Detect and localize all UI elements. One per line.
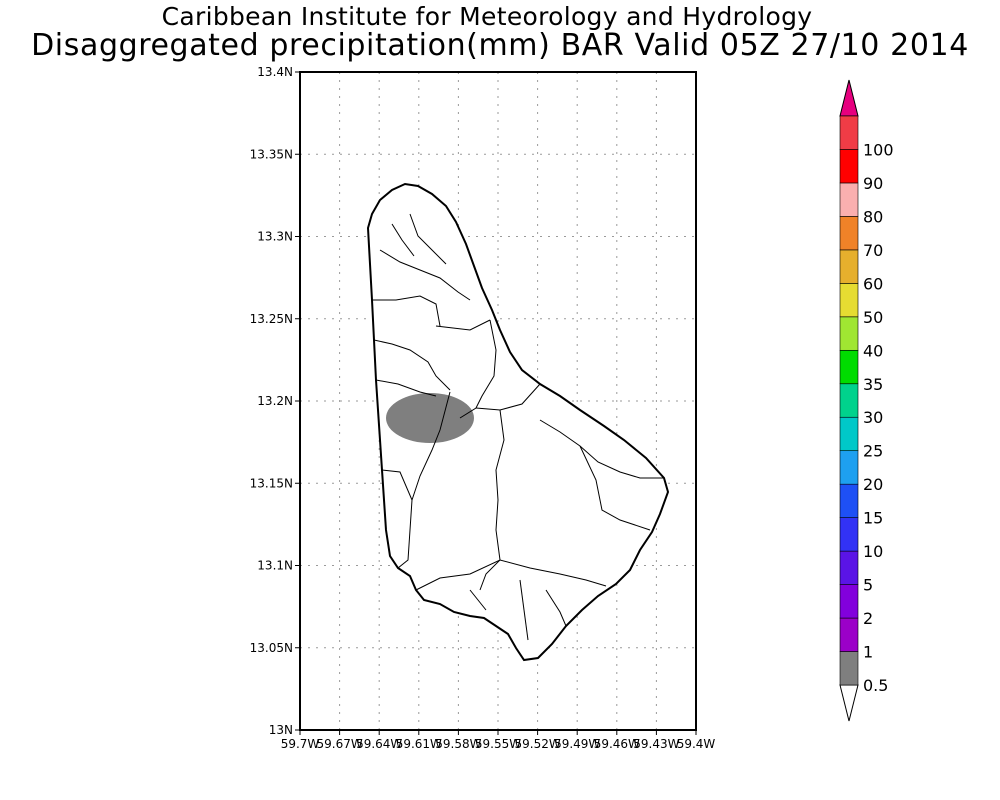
colorbar-segment [839, 249, 859, 284]
lat-tick-label: 13.3N [257, 230, 293, 244]
colorbar-label: 50 [863, 308, 883, 327]
title-institute: Caribbean Institute for Meteorology and … [161, 2, 813, 31]
colorbar-segment [839, 349, 859, 385]
lat-tick-label: 13.4N [257, 65, 293, 79]
lon-tick-label: 59.43W [633, 737, 679, 751]
colorbar-segment [839, 517, 859, 552]
lon-tick-label: 59.49W [554, 737, 600, 751]
lon-tick-label: 59.55W [475, 737, 521, 751]
colorbar-label: 20 [863, 475, 883, 494]
axes: 13N 13.05N 13.1N 13.15N 13.2N 13.25N 13.3N 13.3… [250, 65, 716, 751]
colorbar-label: 80 [863, 207, 883, 226]
barbados-coastline [366, 182, 670, 662]
colorbar-label: 2 [863, 609, 873, 628]
lon-tick-label: 59.7W [281, 737, 320, 751]
lat-tick-label: 13.15N [250, 476, 293, 490]
colorbar-label: 1 [863, 643, 873, 662]
colorbar-label: 30 [863, 408, 883, 427]
colorbar-label: 70 [863, 241, 883, 260]
precip-area-0.5-1mm [386, 393, 474, 443]
lat-tick-label: 13.25N [250, 312, 293, 326]
lon-tick-label: 59.52W [514, 737, 560, 751]
colorbar-segment [839, 483, 859, 518]
lat-tick-label: 13.35N [250, 147, 293, 161]
colorbar-label: 25 [863, 442, 883, 461]
lon-tick-label: 59.67W [316, 737, 362, 751]
lat-tick-label: 13.2N [257, 394, 293, 408]
colorbar-label: 15 [863, 509, 883, 528]
colorbar-segment [839, 651, 859, 686]
lon-tick-label: 59.61W [396, 737, 442, 751]
colorbar-segment [839, 182, 859, 217]
colorbar-label: 60 [863, 274, 883, 293]
watershed-boundaries [372, 213, 664, 641]
colorbar-upper-arrow [839, 79, 859, 117]
colorbar-segment [839, 383, 859, 418]
lat-tick-label: 13N [269, 723, 293, 737]
lon-tick-label: 59.58W [435, 737, 481, 751]
lon-tick-label: 59.46W [594, 737, 640, 751]
colorbar-label: 90 [863, 174, 883, 193]
colorbar-label: 100 [863, 140, 894, 159]
colorbar-segment [839, 584, 859, 619]
colorbar-segment [839, 617, 859, 652]
colorbar-segment [839, 115, 859, 150]
lat-tick-label: 13.05N [250, 641, 293, 655]
colorbar-segment [839, 149, 859, 184]
colorbar-segment [839, 316, 859, 351]
colorbar-segment [839, 550, 859, 585]
colorbar-segment [839, 450, 859, 485]
lon-tick-label: 59.4W [677, 737, 716, 751]
colorbar-label: 5 [863, 576, 873, 595]
colorbar-label: 0.5 [863, 676, 888, 695]
colorbar-label: 40 [863, 341, 883, 360]
colorbar-label: 10 [863, 542, 883, 561]
colorbar-lower-arrow [839, 684, 859, 722]
title-product: Disaggregated precipitation(mm) BAR Vali… [31, 28, 969, 63]
lon-tick-label: 59.64W [356, 737, 402, 751]
colorbar-segment [839, 416, 859, 452]
colorbar-label: 35 [863, 375, 883, 394]
lat-tick-label: 13.1N [257, 559, 293, 573]
colorbar-segment [839, 283, 859, 318]
colorbar-segment [839, 216, 859, 251]
